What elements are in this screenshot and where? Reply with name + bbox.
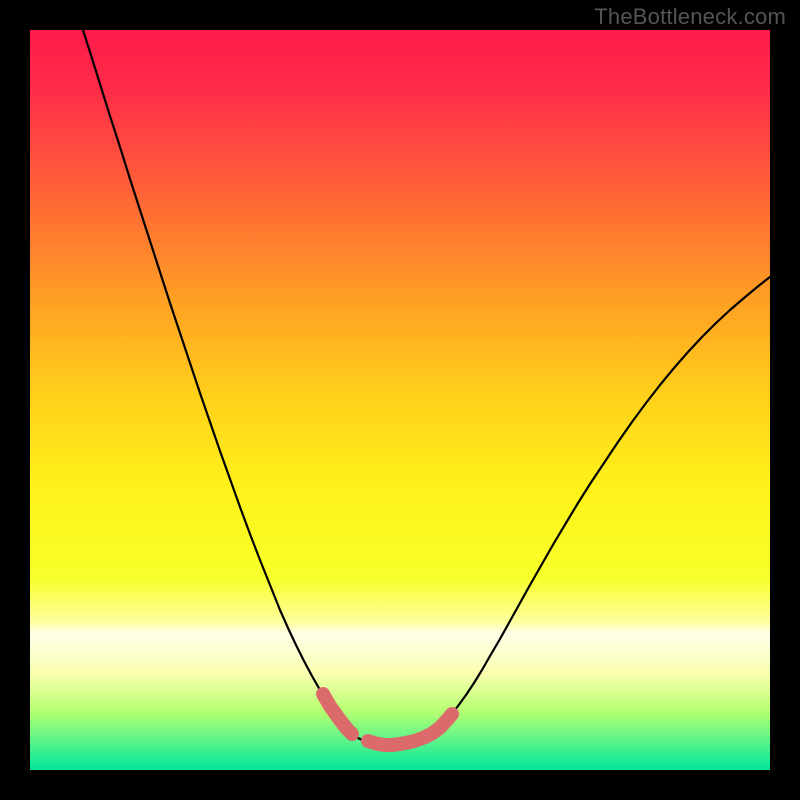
watermark-text: TheBottleneck.com: [594, 4, 786, 30]
gradient-background: [30, 30, 770, 770]
plot-svg: [30, 30, 770, 770]
chart-frame: TheBottleneck.com: [0, 0, 800, 800]
bottleneck-curve-plot: [30, 30, 770, 770]
